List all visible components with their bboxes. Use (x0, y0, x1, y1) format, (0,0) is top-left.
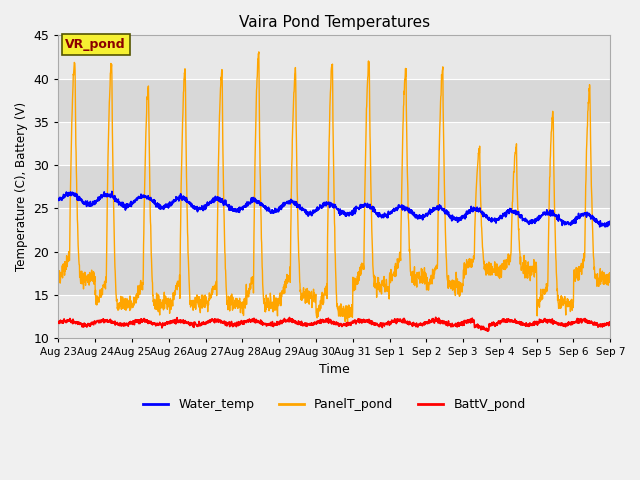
X-axis label: Time: Time (319, 363, 349, 376)
Bar (58, 79, 611, 122)
Text: VR_pond: VR_pond (65, 38, 126, 51)
Bar (58, 295, 611, 338)
Title: Vaira Pond Temperatures: Vaira Pond Temperatures (239, 15, 430, 30)
Bar (58, 252, 611, 295)
Y-axis label: Temperature (C), Battery (V): Temperature (C), Battery (V) (15, 102, 28, 271)
Bar (58, 208, 611, 252)
Bar (58, 36, 611, 79)
Bar (58, 122, 611, 165)
Bar (58, 165, 611, 208)
Legend: Water_temp, PanelT_pond, BattV_pond: Water_temp, PanelT_pond, BattV_pond (138, 393, 531, 416)
